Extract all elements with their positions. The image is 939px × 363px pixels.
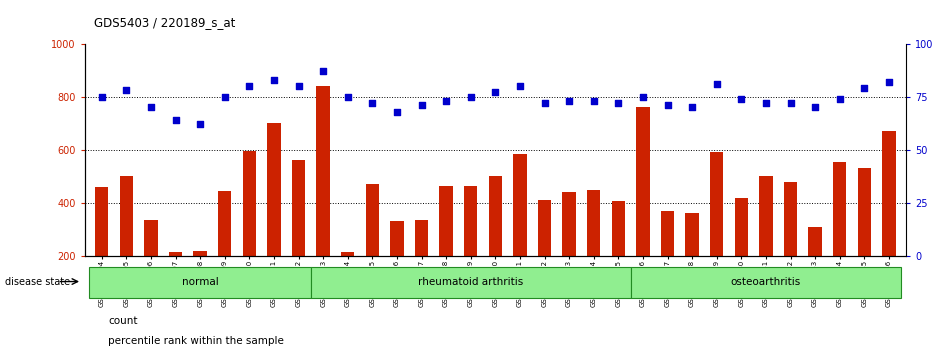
Bar — [193, 250, 207, 309]
Text: disease state: disease state — [5, 277, 69, 286]
Bar — [784, 182, 797, 309]
Bar — [341, 252, 355, 309]
Point — [759, 100, 774, 106]
Bar — [685, 213, 699, 309]
Bar — [316, 86, 330, 309]
Point — [94, 94, 109, 99]
Point — [439, 98, 454, 104]
Point — [685, 105, 700, 110]
Point — [168, 117, 183, 123]
Bar — [636, 107, 650, 309]
Bar — [242, 151, 256, 309]
Point — [488, 90, 503, 95]
Bar — [488, 176, 502, 309]
Point — [414, 102, 429, 108]
Bar — [710, 152, 723, 309]
Bar — [562, 192, 576, 309]
Point — [660, 102, 675, 108]
Point — [537, 100, 552, 106]
Point — [291, 83, 306, 89]
Bar — [587, 189, 600, 309]
Bar — [661, 211, 674, 309]
Text: percentile rank within the sample: percentile rank within the sample — [108, 336, 284, 346]
Bar — [759, 176, 773, 309]
Text: rheumatoid arthritis: rheumatoid arthritis — [418, 277, 523, 286]
Point — [610, 100, 625, 106]
Bar — [833, 162, 846, 309]
Bar — [857, 168, 871, 309]
Point — [513, 83, 528, 89]
Point — [562, 98, 577, 104]
Bar — [391, 221, 404, 309]
Point — [783, 100, 798, 106]
Point — [636, 94, 651, 99]
Bar — [95, 187, 109, 309]
Bar — [89, 267, 311, 298]
Point — [586, 98, 601, 104]
Bar — [513, 154, 527, 309]
Bar — [631, 267, 901, 298]
Text: GDS5403 / 220189_s_at: GDS5403 / 220189_s_at — [94, 16, 236, 29]
Point — [242, 83, 257, 89]
Point — [390, 109, 405, 114]
Bar — [439, 185, 453, 309]
Bar — [169, 252, 182, 309]
Bar — [268, 123, 281, 309]
Point — [808, 105, 823, 110]
Text: count: count — [108, 316, 137, 326]
Bar — [292, 160, 305, 309]
Bar — [145, 220, 158, 309]
Point — [119, 87, 134, 93]
Bar — [119, 176, 133, 309]
Point — [709, 81, 724, 87]
Bar — [734, 197, 748, 309]
Bar — [365, 184, 379, 309]
Bar — [311, 267, 631, 298]
Point — [365, 100, 380, 106]
Bar — [882, 131, 896, 309]
Point — [144, 105, 159, 110]
Point — [267, 77, 282, 82]
Point — [463, 94, 478, 99]
Point — [316, 68, 331, 74]
Bar — [218, 191, 232, 309]
Bar — [464, 185, 478, 309]
Text: normal: normal — [182, 277, 219, 286]
Text: osteoarthritis: osteoarthritis — [731, 277, 801, 286]
Point — [832, 96, 847, 102]
Bar — [808, 227, 822, 309]
Point — [217, 94, 232, 99]
Bar — [611, 201, 625, 309]
Point — [856, 85, 871, 91]
Point — [340, 94, 355, 99]
Bar — [415, 220, 428, 309]
Point — [882, 79, 897, 85]
Point — [192, 121, 208, 127]
Bar — [538, 200, 551, 309]
Point — [733, 96, 748, 102]
